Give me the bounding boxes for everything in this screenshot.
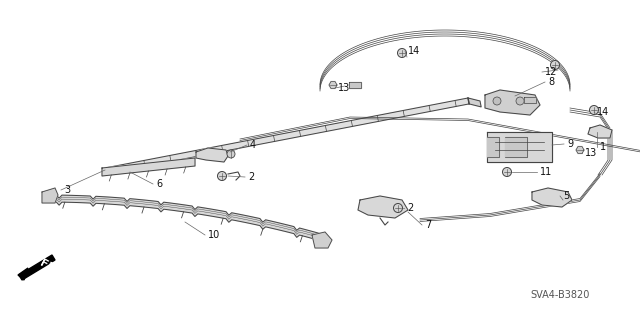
Circle shape xyxy=(550,61,559,70)
Polygon shape xyxy=(349,82,361,88)
Circle shape xyxy=(218,172,227,181)
Polygon shape xyxy=(42,188,58,203)
Polygon shape xyxy=(487,137,499,157)
Circle shape xyxy=(502,167,511,176)
Text: 8: 8 xyxy=(548,77,554,87)
Text: 4: 4 xyxy=(250,140,256,150)
Circle shape xyxy=(493,97,501,105)
Text: 13: 13 xyxy=(585,148,597,158)
Polygon shape xyxy=(487,132,552,162)
Polygon shape xyxy=(588,125,612,138)
Text: 2: 2 xyxy=(407,203,413,213)
Polygon shape xyxy=(102,158,195,176)
Text: 5: 5 xyxy=(563,191,569,201)
Polygon shape xyxy=(485,90,540,115)
Polygon shape xyxy=(532,188,572,207)
Text: 2: 2 xyxy=(248,172,254,182)
Text: 9: 9 xyxy=(567,139,573,149)
Polygon shape xyxy=(468,98,481,107)
Text: 11: 11 xyxy=(540,167,552,177)
Polygon shape xyxy=(312,232,332,248)
Polygon shape xyxy=(196,148,228,162)
Circle shape xyxy=(394,204,403,212)
Polygon shape xyxy=(18,268,28,280)
Text: 10: 10 xyxy=(208,230,220,240)
Text: 12: 12 xyxy=(545,67,557,77)
Text: 3: 3 xyxy=(64,185,70,195)
Text: 1: 1 xyxy=(600,142,606,152)
Polygon shape xyxy=(329,82,337,88)
Text: 14: 14 xyxy=(597,107,609,117)
Polygon shape xyxy=(358,196,408,218)
Circle shape xyxy=(589,106,598,115)
Polygon shape xyxy=(105,98,469,174)
Circle shape xyxy=(218,172,226,180)
Text: 7: 7 xyxy=(425,220,431,230)
Polygon shape xyxy=(576,146,584,153)
Polygon shape xyxy=(45,195,325,242)
Polygon shape xyxy=(19,255,55,280)
Circle shape xyxy=(516,97,524,105)
Polygon shape xyxy=(505,137,527,157)
Text: 14: 14 xyxy=(408,46,420,56)
Text: SVA4-B3820: SVA4-B3820 xyxy=(530,290,589,300)
Polygon shape xyxy=(524,97,536,103)
Circle shape xyxy=(227,150,235,158)
Text: FR.: FR. xyxy=(38,258,61,276)
Circle shape xyxy=(397,48,406,57)
Text: 6: 6 xyxy=(156,179,162,189)
Text: 13: 13 xyxy=(338,83,350,93)
